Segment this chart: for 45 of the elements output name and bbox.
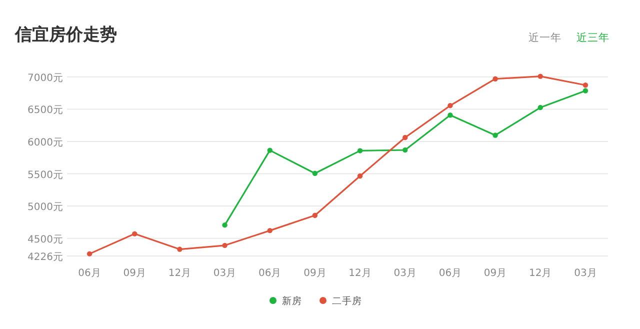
point <box>402 134 408 140</box>
point <box>312 212 318 218</box>
x-tick-label: 03月 <box>213 268 236 279</box>
y-tick-label: 6000元 <box>28 137 63 148</box>
x-tick-label: 12月 <box>168 268 192 279</box>
text: 近一年 <box>528 31 562 44</box>
x-tick-label: 06月 <box>78 268 101 279</box>
y-tick-label: 5500元 <box>28 170 63 181</box>
x-tick-label: 12月 <box>348 268 372 279</box>
y-tick-label: 4226元 <box>28 252 63 263</box>
legend-label: 二手房 <box>332 295 362 307</box>
x-tick-label: 06月 <box>258 268 282 279</box>
point <box>538 74 543 79</box>
point <box>222 242 228 248</box>
point <box>582 88 588 94</box>
point <box>357 173 363 179</box>
point <box>312 170 318 176</box>
point <box>448 112 453 118</box>
point <box>492 76 498 82</box>
point <box>448 102 453 108</box>
x-tick-label: 06月 <box>438 268 462 279</box>
text: 近三年 <box>576 31 610 44</box>
point <box>267 148 272 153</box>
y-tick-label: 7000元 <box>28 72 63 84</box>
x-tick-label: 09月 <box>304 268 326 279</box>
x-tick-label: 09月 <box>484 268 507 279</box>
x-tick-label: 09月 <box>123 268 146 279</box>
y-tick-label: 4500元 <box>28 234 63 246</box>
point <box>357 148 363 154</box>
point <box>582 82 588 88</box>
x-tick-label: 03月 <box>394 268 416 279</box>
point <box>222 222 228 228</box>
point <box>86 251 92 256</box>
point <box>492 132 498 138</box>
legend-label: 新房 <box>282 295 302 307</box>
y-tick-label: 6500元 <box>28 105 63 116</box>
point <box>402 147 408 153</box>
y-tick-label: 5000元 <box>28 202 63 214</box>
x-tick-label: 12月 <box>529 268 552 279</box>
chart-title: 信宜房价走势 <box>14 25 117 45</box>
point <box>538 104 543 110</box>
x-tick-label: 03月 <box>574 268 597 279</box>
point <box>177 246 182 252</box>
point <box>267 228 272 234</box>
point <box>132 231 138 236</box>
